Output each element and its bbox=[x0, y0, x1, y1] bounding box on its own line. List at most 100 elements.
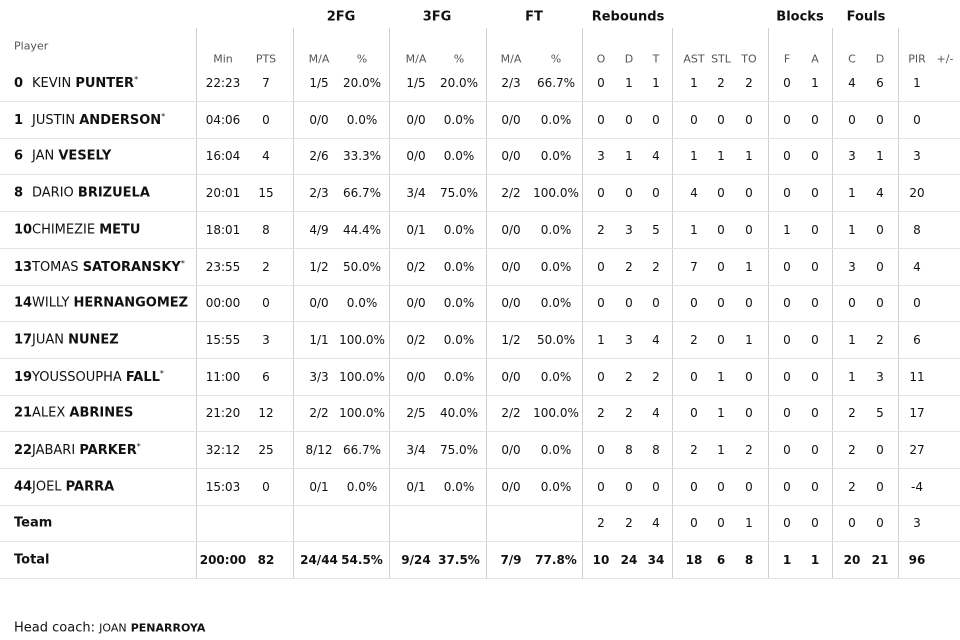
stat-cell: 0 bbox=[690, 406, 698, 421]
stat-cell: 0 bbox=[811, 222, 819, 237]
stat-cell: 4 bbox=[876, 186, 884, 201]
coach: Head coach: JOAN PENARROYA bbox=[14, 621, 205, 636]
stat-cell: 0.0% bbox=[443, 332, 475, 347]
stat-cell: 0/0 bbox=[309, 112, 329, 127]
stat-cell: 2 bbox=[597, 406, 605, 421]
stat-cell: 0 bbox=[783, 296, 791, 311]
player-first: KEVIN bbox=[32, 76, 72, 92]
stat-cell: 4 bbox=[690, 186, 698, 201]
stat-cell: 1 bbox=[717, 443, 725, 457]
stat-cell: 0/0 bbox=[309, 296, 329, 311]
player-name: 0 KEVIN PUNTER* bbox=[14, 75, 138, 91]
column-header: TO bbox=[741, 52, 757, 66]
stat-cell: 0.0% bbox=[540, 259, 572, 274]
stat-cell: 0 bbox=[811, 259, 819, 274]
player-first: TOMAS bbox=[32, 259, 79, 275]
stat-cell: 0.0% bbox=[443, 296, 475, 311]
stat-cell: 0 bbox=[783, 443, 791, 457]
player-number: 13 bbox=[14, 259, 33, 275]
stat-cell: 1 bbox=[717, 369, 725, 384]
stat-cell: 4 bbox=[652, 516, 660, 531]
player-name: 6 JAN VESELY bbox=[14, 149, 111, 164]
stat-cell: 0 bbox=[717, 186, 725, 201]
stat-cell: 3 bbox=[625, 222, 633, 237]
stat-cell: 5 bbox=[876, 406, 884, 421]
column-divider bbox=[582, 28, 583, 579]
stat-cell: 0 bbox=[717, 332, 725, 347]
group-header: 3FG bbox=[422, 9, 452, 25]
stat-cell: 37.5% bbox=[438, 553, 480, 568]
stat-cell: 0 bbox=[625, 186, 633, 201]
stat-cell: 0 bbox=[690, 112, 698, 127]
row-divider bbox=[0, 285, 960, 286]
group-header: FT bbox=[525, 9, 543, 25]
column-header: T bbox=[652, 52, 660, 66]
player-number: 14 bbox=[14, 295, 33, 311]
stat-cell: 1 bbox=[745, 516, 753, 531]
stat-cell: 15:03 bbox=[205, 479, 241, 494]
stat-cell: 1 bbox=[690, 149, 698, 164]
stat-cell: 2 bbox=[745, 76, 753, 90]
stat-cell: 2 bbox=[597, 516, 605, 531]
stat-cell: 0 bbox=[717, 516, 725, 531]
stat-cell: 0 bbox=[597, 369, 605, 384]
stat-cell: -4 bbox=[911, 479, 923, 494]
row-divider bbox=[0, 138, 960, 139]
row-divider bbox=[0, 358, 960, 359]
stat-cell: 0 bbox=[811, 296, 819, 311]
player-number: 0 bbox=[14, 76, 24, 92]
group-header: Fouls bbox=[846, 9, 886, 25]
stat-cell: 2/3 bbox=[501, 76, 521, 90]
player-name: 10CHIMEZIE METU bbox=[14, 222, 140, 237]
starter-mark: * bbox=[134, 74, 139, 84]
stat-cell: 34 bbox=[647, 553, 665, 568]
row-divider bbox=[0, 211, 960, 212]
row-divider bbox=[0, 248, 960, 249]
stat-cell: 3/4 bbox=[406, 443, 426, 457]
stat-cell: 0 bbox=[745, 222, 753, 237]
stat-cell: 2 bbox=[690, 332, 698, 347]
stat-cell: 0 bbox=[262, 296, 270, 311]
stat-cell: 27 bbox=[909, 443, 925, 457]
column-divider bbox=[672, 28, 673, 579]
player-first: DARIO bbox=[32, 185, 74, 201]
stat-cell: 82 bbox=[257, 553, 275, 568]
stat-cell: 50.0% bbox=[342, 259, 382, 274]
stat-cell: 2 bbox=[690, 443, 698, 457]
stat-cell: 0 bbox=[848, 516, 856, 531]
stat-cell: 0.0% bbox=[443, 369, 475, 384]
stat-cell: 66.7% bbox=[342, 186, 382, 201]
player-first: JUSTIN bbox=[32, 112, 76, 128]
column-header: F bbox=[783, 52, 791, 66]
row-divider bbox=[0, 431, 960, 432]
stat-cell: 100.0% bbox=[339, 332, 385, 347]
stat-cell: 0 bbox=[783, 369, 791, 384]
player-name: 21ALEX ABRINES bbox=[14, 406, 133, 421]
stat-cell: 5 bbox=[652, 222, 660, 237]
team-label: Team bbox=[14, 515, 53, 531]
starter-mark: * bbox=[161, 111, 166, 121]
stat-cell: 1 bbox=[848, 186, 856, 201]
stat-cell: 04:06 bbox=[205, 112, 241, 127]
stat-cell: 0 bbox=[690, 296, 698, 311]
column-header: D bbox=[624, 52, 634, 66]
stat-cell: 9/24 bbox=[401, 553, 431, 568]
stat-cell: 1/2 bbox=[309, 259, 329, 274]
stat-cell: 0.0% bbox=[443, 149, 475, 164]
player-last: NUNEZ bbox=[68, 332, 119, 348]
stat-cell: 1 bbox=[690, 222, 698, 237]
player-first: WILLY bbox=[32, 295, 70, 311]
player-last: BRIZUELA bbox=[77, 185, 150, 201]
stat-cell: 0/0 bbox=[501, 443, 521, 457]
stat-cell: 3 bbox=[848, 259, 856, 274]
stat-cell: 0.0% bbox=[443, 112, 475, 127]
player-name: 1 JUSTIN ANDERSON* bbox=[14, 112, 165, 128]
stat-cell: 3 bbox=[876, 369, 884, 384]
stat-cell: 00:00 bbox=[205, 296, 241, 311]
stat-cell: 3/4 bbox=[406, 186, 426, 201]
column-header: M/A bbox=[405, 52, 427, 66]
stat-cell: 1/2 bbox=[501, 332, 521, 347]
stat-cell: 1 bbox=[783, 222, 791, 237]
stat-cell: 2/2 bbox=[501, 406, 521, 421]
stat-cell: 0.0% bbox=[540, 369, 572, 384]
